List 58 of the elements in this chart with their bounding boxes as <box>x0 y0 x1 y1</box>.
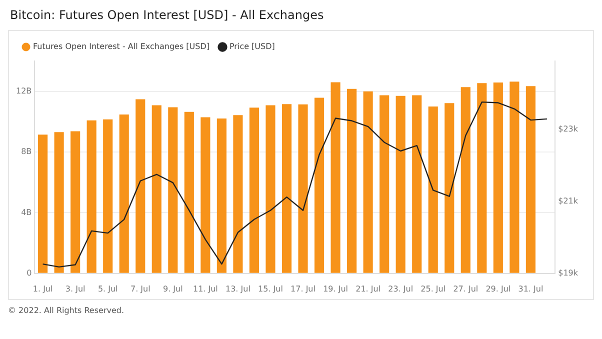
x-tick-label: 5. Jul <box>98 284 118 294</box>
x-tick-label: 9. Jul <box>162 284 183 294</box>
bar <box>103 119 113 273</box>
x-tick-label: 27. Jul <box>453 284 478 294</box>
bar <box>233 115 243 273</box>
bar <box>168 107 178 273</box>
bar <box>428 106 438 273</box>
x-tick-label: 31. Jul <box>518 284 544 294</box>
x-tick-label: 13. Jul <box>226 284 250 294</box>
bar <box>70 131 80 273</box>
bar <box>526 86 536 273</box>
x-tick-label: 25. Jul <box>420 284 446 294</box>
y2-tick-label: $23k <box>558 124 578 134</box>
bar <box>380 95 390 273</box>
bar <box>38 134 48 273</box>
legend-label: Futures Open Interest - All Exchanges [USD] <box>33 42 210 52</box>
x-tick-label: 17. Jul <box>290 284 316 294</box>
y2-tick-label: $21k <box>558 196 578 206</box>
chart-title: Bitcoin: Futures Open Interest [USD] - All Exchanges <box>9 8 325 24</box>
bar <box>86 120 96 273</box>
bar <box>298 104 308 273</box>
y2-tick-label: $19k <box>558 268 578 278</box>
bar <box>314 98 324 273</box>
bar <box>184 112 194 273</box>
x-tick-label: 1. Jul <box>32 284 53 294</box>
bar <box>460 87 470 273</box>
bar <box>363 91 373 273</box>
x-tick-label: 7. Jul <box>130 284 150 294</box>
x-tick-label: 3. Jul <box>65 284 86 294</box>
y-tick-label: 0 <box>26 268 32 278</box>
y-tick-label: 4B <box>21 208 32 217</box>
x-tick-label: 15. Jul <box>258 284 283 294</box>
text: © 2022. All Rights Reserved. <box>8 305 126 315</box>
x-tick-label: 19. Jul <box>323 284 348 294</box>
x-tick-label: 11. Jul <box>192 284 218 294</box>
bar <box>216 118 226 273</box>
y-tick-label: 12B <box>16 86 32 96</box>
bar <box>266 105 276 273</box>
bar <box>396 96 406 273</box>
bar <box>412 95 422 273</box>
bar <box>347 88 357 273</box>
y-tick-label: 8B <box>21 147 32 156</box>
bar <box>477 83 487 273</box>
x-tick-label: 23. Jul <box>388 284 414 294</box>
bar <box>136 99 146 273</box>
bar <box>249 108 260 273</box>
bar <box>330 82 340 273</box>
bar <box>510 82 520 273</box>
bar <box>493 82 503 273</box>
x-tick-label: 29. Jul <box>486 284 511 294</box>
bar <box>282 104 292 273</box>
bar <box>119 114 129 273</box>
legend-label: Price [USD] <box>229 42 275 52</box>
bar <box>152 105 162 273</box>
bar <box>444 103 454 273</box>
bar <box>200 117 210 273</box>
bar <box>54 132 64 273</box>
x-tick-label: 21. Jul <box>356 284 381 294</box>
